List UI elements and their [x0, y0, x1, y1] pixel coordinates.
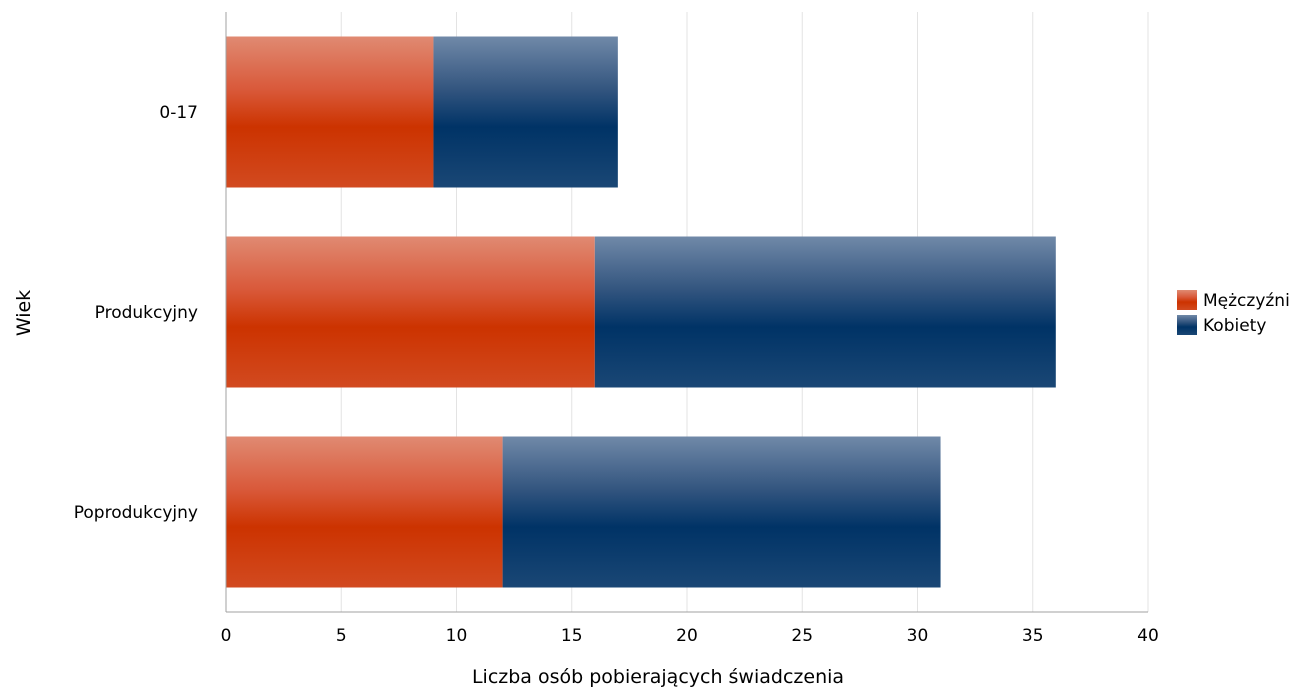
bar-0-17-series-1: [433, 36, 618, 188]
x-tick-label: 15: [561, 626, 583, 646]
legend-label: Mężczyźni: [1203, 291, 1290, 311]
y-category-label: 0-17: [159, 103, 198, 123]
x-tick-label: 35: [1022, 626, 1044, 646]
x-tick-label: 40: [1137, 626, 1159, 646]
y-category-label: Produkcyjny: [95, 303, 198, 323]
legend-label: Kobiety: [1203, 316, 1266, 336]
bar-produkcyjny-series-0: [226, 236, 595, 388]
bars: [226, 36, 1056, 588]
y-axis-title: Wiek: [13, 290, 35, 336]
x-tick-label: 10: [446, 626, 468, 646]
category-labels: 0-17 Produkcyjny Poprodukcyjny: [74, 103, 198, 523]
bar-produkcyjny-series-1: [594, 236, 1056, 388]
bar-0-17-series-0: [226, 36, 434, 188]
axes: [225, 12, 1148, 613]
x-tick-label: 0: [221, 626, 232, 646]
x-tick-label: 20: [676, 626, 698, 646]
legend: Mężczyźni Kobiety: [1177, 290, 1290, 336]
x-tick-label: 5: [336, 626, 347, 646]
legend-swatch: [1177, 315, 1197, 335]
bar-poprodukcyjny-series-0: [226, 436, 503, 588]
legend-swatch: [1177, 290, 1197, 310]
bar-poprodukcyjny-series-1: [502, 436, 941, 588]
x-tick-label: 25: [791, 626, 813, 646]
x-tick-label: 30: [907, 626, 929, 646]
x-axis-title: Liczba osób pobierających świadczenia: [472, 666, 844, 688]
x-tick-labels: 0 5 10 15 20 25 30 35 40: [221, 626, 1159, 646]
y-category-label: Poprodukcyjny: [74, 503, 198, 523]
